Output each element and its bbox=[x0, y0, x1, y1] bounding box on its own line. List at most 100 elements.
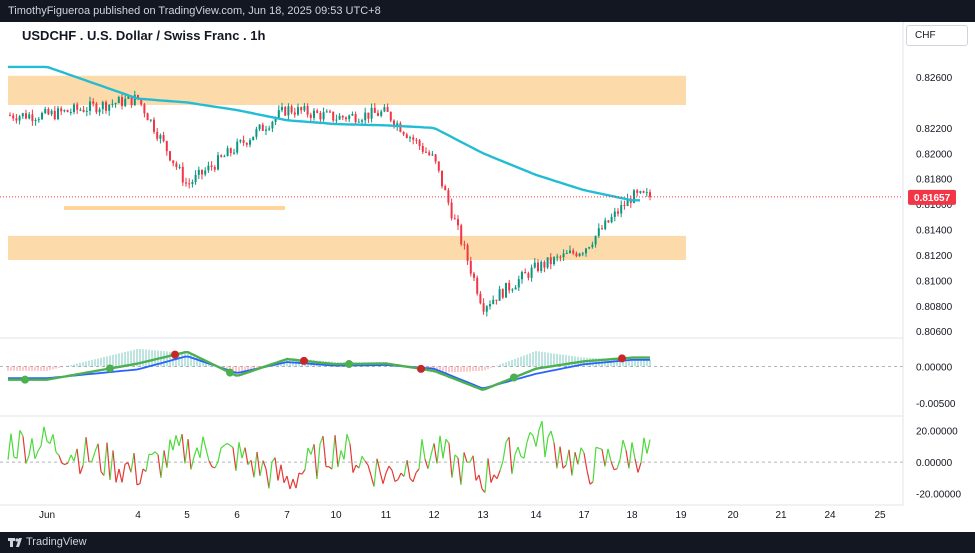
time-tick-label: 13 bbox=[477, 510, 489, 521]
candle-body bbox=[277, 110, 280, 118]
macd-cross-dot bbox=[21, 375, 29, 384]
candle-body bbox=[553, 257, 555, 265]
oscillator-segment bbox=[616, 459, 621, 470]
candle-body bbox=[498, 289, 501, 301]
chart-canvas[interactable]: 0.82600 0.82200 0.82000 0.81800 0.81600 0.814… bbox=[0, 0, 975, 532]
oscillator-segment bbox=[115, 468, 120, 483]
candle-body bbox=[649, 192, 651, 197]
candle-body bbox=[463, 244, 466, 246]
candle-body bbox=[175, 163, 178, 168]
candle-body bbox=[527, 273, 530, 278]
candle-body bbox=[437, 161, 440, 171]
candle-body bbox=[252, 136, 255, 141]
oscillator-segment bbox=[25, 455, 30, 464]
time-tick-label: 12 bbox=[428, 510, 440, 521]
oscillator-segment bbox=[178, 434, 183, 447]
oscillator-segment bbox=[538, 420, 543, 431]
main-price-pane bbox=[0, 65, 903, 339]
oscillator-segment bbox=[34, 450, 39, 460]
time-tick-label: 6 bbox=[234, 510, 240, 521]
current-price-label: 0.81657 bbox=[914, 193, 951, 204]
oscillator-segment bbox=[472, 455, 477, 481]
oscillator-segment bbox=[355, 464, 360, 469]
oscillator-segment bbox=[346, 433, 351, 445]
currency-button[interactable]: CHF bbox=[906, 25, 968, 46]
oscillator-segment bbox=[238, 442, 243, 459]
candle-body bbox=[489, 304, 491, 307]
oscillator-segment bbox=[535, 429, 540, 447]
oscillator-tick-label: 20.00000 bbox=[916, 427, 958, 438]
candle-body bbox=[165, 141, 168, 152]
oscillator-segment bbox=[397, 472, 402, 480]
candle-body bbox=[210, 165, 213, 168]
candle-body bbox=[258, 124, 261, 130]
candle-body bbox=[268, 128, 271, 130]
candle-body bbox=[549, 257, 552, 265]
candle-body bbox=[98, 109, 101, 113]
oscillator-segment bbox=[424, 459, 429, 469]
candle-body bbox=[108, 104, 111, 111]
candle-body bbox=[492, 299, 495, 305]
candle-body bbox=[172, 160, 175, 164]
price-tick-label: 0.81400 bbox=[916, 226, 953, 237]
oscillator-segment bbox=[292, 478, 297, 489]
candle-body bbox=[460, 225, 463, 245]
time-tick-label: 11 bbox=[381, 510, 392, 521]
candle-body bbox=[121, 97, 123, 106]
candle-body bbox=[21, 113, 24, 117]
oscillator-segment bbox=[253, 451, 258, 478]
oscillator-segment bbox=[145, 454, 150, 472]
oscillator-tick-label: 0.00000 bbox=[916, 458, 953, 469]
macd-line bbox=[8, 351, 650, 391]
candle-body bbox=[517, 279, 520, 288]
oscillator-segment bbox=[313, 444, 318, 480]
candle-body bbox=[306, 106, 309, 115]
candle-body bbox=[25, 113, 27, 119]
candle-body bbox=[82, 109, 85, 112]
candle-body bbox=[505, 282, 507, 298]
oscillator-segment bbox=[433, 443, 438, 464]
oscillator-segment bbox=[220, 445, 225, 449]
oscillator-segment bbox=[391, 470, 396, 482]
candle-body bbox=[357, 121, 360, 123]
oscillator-segment bbox=[376, 458, 381, 472]
candle-body bbox=[485, 306, 488, 312]
candle-body bbox=[402, 131, 405, 135]
candle-body bbox=[441, 170, 443, 187]
oscillator-segment bbox=[508, 437, 513, 474]
candle-body bbox=[143, 104, 146, 114]
oscillator-segment bbox=[7, 433, 12, 460]
chart-frame[interactable] bbox=[0, 22, 975, 532]
oscillator-segment bbox=[214, 461, 219, 469]
oscillator-segment bbox=[235, 442, 240, 471]
time-tick-label: 10 bbox=[330, 510, 342, 521]
candle-body bbox=[405, 134, 408, 138]
macd-signal-line bbox=[8, 355, 650, 390]
candle-body bbox=[111, 103, 114, 105]
time-tick-label: Jun bbox=[39, 510, 55, 521]
candle-body bbox=[79, 109, 82, 111]
candle-body bbox=[373, 107, 376, 113]
candle-body bbox=[114, 103, 117, 105]
oscillator-segment bbox=[544, 437, 549, 458]
candle-body bbox=[69, 111, 72, 113]
oscillator-segment bbox=[76, 448, 81, 474]
oscillator-segment bbox=[622, 439, 627, 451]
candle-body bbox=[469, 260, 472, 274]
oscillator-segment bbox=[262, 460, 267, 470]
candle-body bbox=[345, 117, 347, 120]
candle-body bbox=[105, 102, 107, 111]
candle-body bbox=[597, 228, 600, 236]
oscillator-segment bbox=[496, 470, 501, 479]
oscillator-segment bbox=[493, 474, 498, 480]
candle-body bbox=[255, 129, 258, 137]
price-tick-label: 0.82000 bbox=[916, 149, 953, 160]
oscillator-segment bbox=[112, 450, 117, 483]
oscillator-segment bbox=[571, 452, 576, 476]
oscillator-segment bbox=[586, 470, 591, 485]
candle-body bbox=[57, 108, 59, 120]
oscillator-segment bbox=[583, 452, 588, 471]
candle-body bbox=[428, 152, 431, 155]
candle-body bbox=[47, 109, 50, 115]
candle-body bbox=[63, 110, 66, 112]
